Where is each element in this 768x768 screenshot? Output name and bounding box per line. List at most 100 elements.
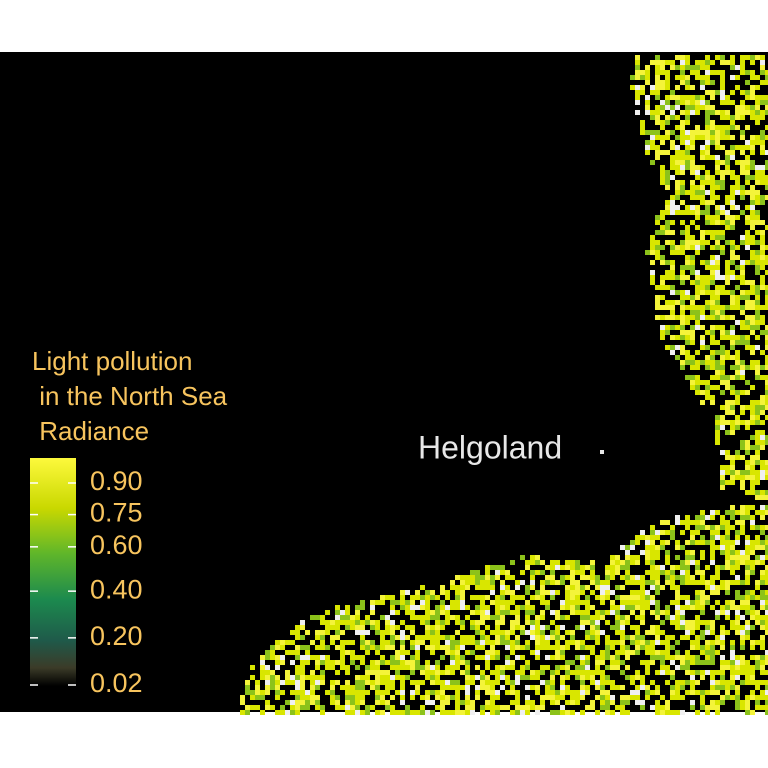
light-cell [745,295,750,300]
light-cell [675,710,680,715]
light-cell [260,660,265,665]
light-cell [525,685,530,690]
light-cell [715,305,720,310]
light-cell [620,635,625,640]
light-cell [740,555,745,560]
light-cell [475,575,480,580]
light-cell [745,515,750,520]
light-cell [280,705,285,710]
light-cell [750,75,755,80]
light-cell [755,360,760,365]
light-cell [640,615,645,620]
light-cell [730,330,735,335]
light-cell [745,580,750,585]
light-cell [765,605,768,610]
light-cell [715,525,720,530]
light-cell [685,635,690,640]
light-cell [460,685,465,690]
light-cell [750,610,755,615]
light-cell [460,660,465,665]
light-cell [725,685,730,690]
light-cell [660,280,665,285]
light-cell [665,305,670,310]
light-cell [720,60,725,65]
light-cell [710,275,715,280]
light-cell [750,330,755,335]
light-cell [500,565,505,570]
light-cell [565,615,570,620]
light-cell [585,595,590,600]
light-cell [495,615,500,620]
light-cell [500,590,505,595]
light-cell [270,650,275,655]
light-cell [755,170,760,175]
light-cell [735,530,740,535]
light-cell [355,605,360,610]
light-cell [440,625,445,630]
light-cell [715,420,720,425]
light-cell [300,670,305,675]
light-cell [715,375,720,380]
light-cell [390,640,395,645]
light-cell [475,645,480,650]
light-cell [720,330,725,335]
light-cell [460,710,465,715]
light-cell [555,615,560,620]
light-cell [680,580,685,585]
light-cell [250,665,255,670]
light-cell [690,675,695,680]
light-cell [650,535,655,540]
light-cell [765,160,768,165]
light-cell [570,660,575,665]
light-cell [745,125,750,130]
light-cell [385,685,390,690]
light-cell [575,675,580,680]
light-cell [705,360,710,365]
light-cell [500,705,505,710]
light-cell [595,710,600,715]
light-cell [670,210,675,215]
light-cell [625,555,630,560]
light-cell [760,645,765,650]
light-cell [760,460,765,465]
light-cell [725,565,730,570]
light-cell [490,565,495,570]
light-cell [755,335,760,340]
light-cell [715,140,720,145]
light-cell [760,255,765,260]
light-cell [475,605,480,610]
light-cell [525,610,530,615]
light-cell [630,560,635,565]
light-cell [325,645,330,650]
light-cell [725,580,730,585]
light-cell [760,280,765,285]
light-cell [425,620,430,625]
light-cell [645,560,650,565]
light-cell [640,550,645,555]
light-cell [755,115,760,120]
light-cell [445,595,450,600]
light-cell [765,555,768,560]
light-cell [735,690,740,695]
light-cell [290,675,295,680]
light-cell [710,540,715,545]
light-cell [760,200,765,205]
light-cell [395,635,400,640]
light-cell [705,315,710,320]
light-cell [610,655,615,660]
light-cell [535,570,540,575]
light-cell [300,620,305,625]
light-cell [310,680,315,685]
light-cell [745,490,750,495]
light-cell [360,685,365,690]
light-cell [745,625,750,630]
light-cell [665,665,670,670]
light-cell [745,205,750,210]
light-cell [660,570,665,575]
light-cell [735,160,740,165]
light-cell [440,635,445,640]
light-cell [710,335,715,340]
light-cell [755,400,760,405]
light-cell [740,65,745,70]
light-cell [720,660,725,665]
